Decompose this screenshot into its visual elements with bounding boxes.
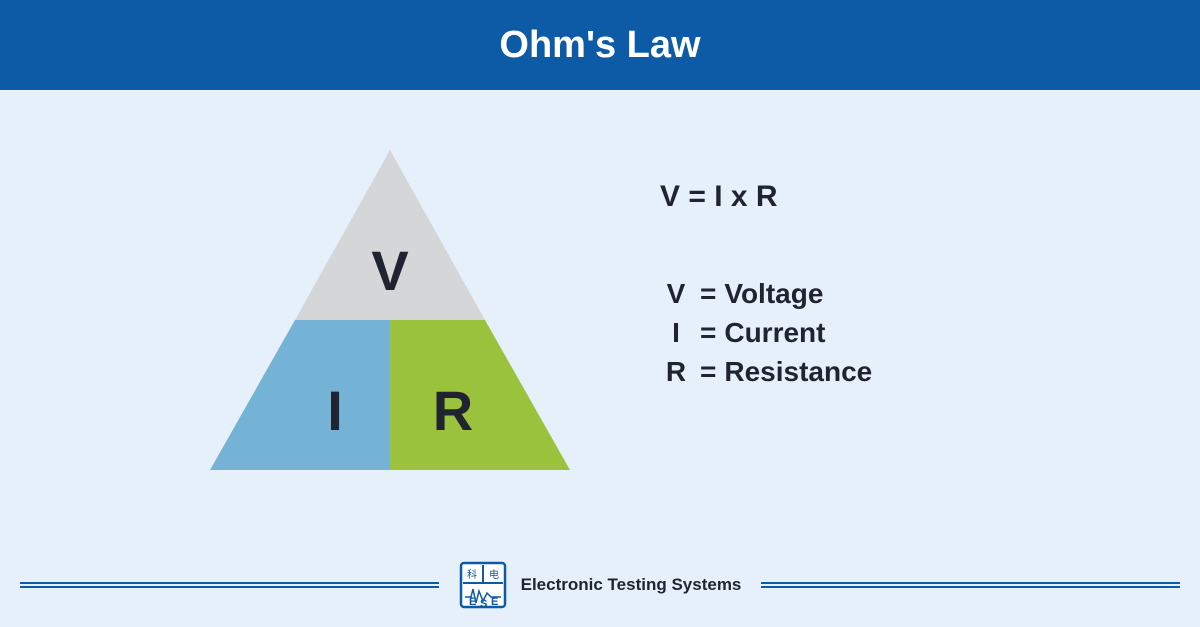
- main-content: V I R V = I x R V = Voltage I = Current …: [0, 90, 1200, 560]
- definition-symbol: R: [660, 352, 692, 391]
- logo-letter-e1: E: [469, 596, 476, 608]
- footer-rule-right: [761, 582, 1180, 588]
- formula-block: V = I x R V = Voltage I = Current R = Re…: [660, 180, 872, 392]
- company-name: Electronic Testing Systems: [521, 575, 742, 595]
- definition-equals: =: [692, 313, 724, 352]
- definition-row: I = Current: [660, 313, 872, 352]
- logo-char-left: 科: [467, 568, 477, 581]
- definition-equals: =: [692, 274, 724, 313]
- page-title: Ohm's Law: [499, 24, 700, 67]
- triangle-letter-r: R: [433, 379, 473, 442]
- ohms-triangle: V I R: [200, 140, 580, 480]
- definition-row: R = Resistance: [660, 352, 872, 391]
- definitions-list: V = Voltage I = Current R = Resistance: [660, 274, 872, 392]
- definition-symbol: I: [660, 313, 692, 352]
- definition-row: V = Voltage: [660, 274, 872, 313]
- definition-meaning: Resistance: [724, 352, 872, 391]
- triangle-letter-v: V: [371, 239, 408, 302]
- footer-bar: 科 电 E S E Electronic Testing Systems: [0, 555, 1200, 615]
- triangle-letter-i: I: [327, 379, 343, 442]
- company-logo-icon: 科 电 E S E: [459, 561, 507, 609]
- definition-equals: =: [692, 352, 724, 391]
- main-formula: V = I x R: [660, 180, 872, 214]
- triangle-icon: V I R: [200, 140, 580, 480]
- definition-meaning: Current: [724, 313, 825, 352]
- logo-letter-s: S: [480, 598, 487, 609]
- triangle-bottom-right-section: [390, 320, 570, 470]
- definition-meaning: Voltage: [724, 274, 823, 313]
- footer-rule-left: [20, 582, 439, 588]
- footer-brand: 科 电 E S E Electronic Testing Systems: [459, 561, 742, 609]
- logo-letter-e2: E: [491, 596, 498, 608]
- triangle-bottom-left-section: [210, 320, 390, 470]
- definition-symbol: V: [660, 274, 692, 313]
- header-bar: Ohm's Law: [0, 0, 1200, 90]
- logo-char-right: 电: [489, 568, 499, 581]
